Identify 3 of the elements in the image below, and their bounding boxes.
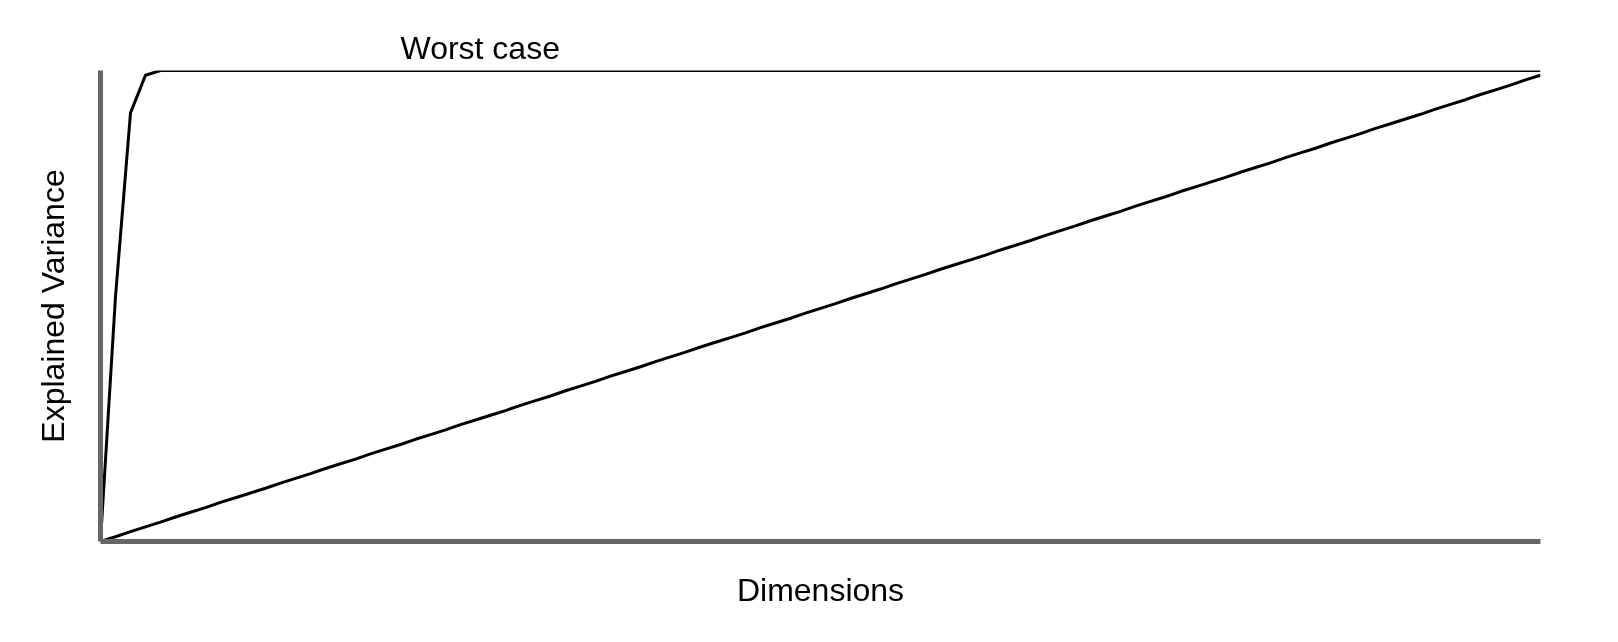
x-axis-title: Dimensions	[736, 571, 905, 608]
y-axis-title: Explained Variance	[34, 169, 71, 443]
chart-title: Worst case	[400, 29, 560, 66]
